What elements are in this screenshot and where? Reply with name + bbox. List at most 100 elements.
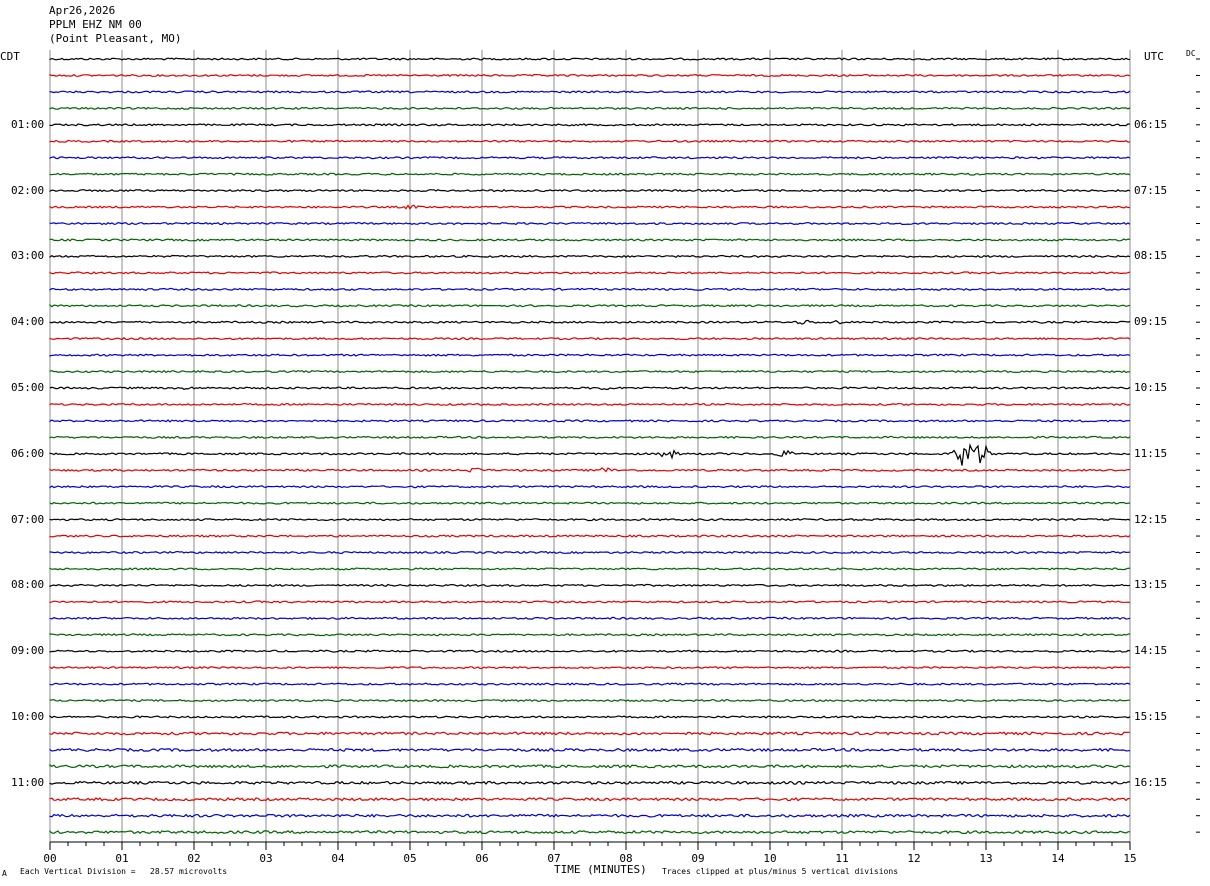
scale-note: Each Vertical Division = 28.57 microvolt… bbox=[20, 867, 228, 876]
x-tick-label: 00 bbox=[43, 852, 56, 865]
left-hour-label: 10:00 bbox=[11, 710, 45, 723]
plot-date: Apr26,2026 bbox=[49, 4, 116, 17]
left-hour-label: 03:00 bbox=[11, 249, 45, 263]
trace-row-23 bbox=[49, 435, 1131, 439]
left-hour-label: 02:00 bbox=[11, 183, 45, 197]
time-axis: 00 01 02 03 04 05 06 07 08 09 10 11 12 13 14 15 bbox=[43, 841, 1137, 865]
right-hour-label: 08:15 bbox=[1134, 249, 1168, 263]
trace-row-16 bbox=[49, 319, 1131, 325]
trace-row-20 bbox=[49, 386, 1131, 391]
trace-row-21 bbox=[49, 402, 1131, 407]
x-tick-label: 09 bbox=[691, 852, 704, 865]
trace-row-39 bbox=[49, 698, 1130, 703]
minute-gridlines bbox=[49, 50, 1131, 842]
trace-row-37 bbox=[49, 666, 1131, 670]
left-hour-label: 11:00 bbox=[11, 775, 45, 789]
station-code: PPLM EHZ NM 00 bbox=[49, 18, 142, 31]
right-hour-label: 07:15 bbox=[1134, 183, 1168, 197]
x-tick-label: 04 bbox=[331, 852, 345, 865]
station-location: (Point Pleasant, MO) bbox=[49, 32, 182, 45]
trace-row-14 bbox=[49, 287, 1131, 291]
x-tick-label: 15 bbox=[1123, 852, 1136, 865]
x-tick-label: 08 bbox=[619, 852, 632, 865]
right-hour-label: 12:15 bbox=[1134, 512, 1168, 526]
left-hour-label: 06:00 bbox=[11, 446, 45, 460]
trace-row-33 bbox=[49, 600, 1131, 604]
corner-mark: A bbox=[2, 869, 7, 878]
trace-row-30 bbox=[49, 550, 1131, 555]
trace-row-6 bbox=[49, 156, 1131, 160]
right-hour-label: 11:15 bbox=[1134, 446, 1168, 460]
trace-row-2 bbox=[49, 90, 1131, 94]
trace-row-27 bbox=[49, 501, 1130, 505]
x-tick-label: 10 bbox=[763, 852, 776, 865]
left-hour-label: 01:00 bbox=[11, 117, 45, 131]
trace-row-9 bbox=[49, 204, 1130, 210]
trace-row-22 bbox=[49, 419, 1131, 423]
trace-row-12 bbox=[49, 254, 1131, 259]
trace-row-28 bbox=[49, 517, 1131, 522]
x-tick-label: 14 bbox=[1051, 852, 1065, 865]
trace-row-18 bbox=[49, 353, 1131, 357]
trace-row-40 bbox=[49, 715, 1131, 719]
trace-row-43 bbox=[49, 764, 1131, 769]
x-tick-label: 13 bbox=[979, 852, 992, 865]
x-tick-label: 02 bbox=[187, 852, 200, 865]
left-hour-label: 04:00 bbox=[11, 315, 45, 329]
trace-row-4 bbox=[49, 123, 1131, 127]
trace-row-17 bbox=[49, 337, 1131, 341]
left-hour-label: 05:00 bbox=[11, 381, 45, 394]
trace-row-34 bbox=[49, 616, 1131, 620]
clip-note: Traces clipped at plus/minus 5 vertical … bbox=[662, 867, 899, 876]
x-tick-label: 06 bbox=[475, 852, 488, 865]
trace-row-44 bbox=[49, 780, 1130, 786]
trace-row-47 bbox=[49, 830, 1131, 835]
trace-row-46 bbox=[49, 813, 1131, 818]
x-tick-label: 12 bbox=[907, 852, 920, 865]
trace-row-42 bbox=[49, 747, 1131, 753]
trace-row-8 bbox=[49, 188, 1131, 193]
trace-row-13 bbox=[49, 271, 1131, 275]
trace-row-26 bbox=[49, 485, 1131, 489]
trace-row-24 bbox=[49, 443, 1131, 466]
trace-row-25 bbox=[49, 467, 1131, 473]
right-hour-label: 16:15 bbox=[1134, 775, 1168, 789]
trace-row-31 bbox=[49, 567, 1131, 571]
trace-row-41 bbox=[49, 731, 1130, 736]
trace-row-35 bbox=[49, 633, 1131, 637]
left-hour-label: 07:00 bbox=[11, 512, 45, 526]
trace-row-45 bbox=[49, 797, 1131, 802]
right-hour-label: 09:15 bbox=[1134, 315, 1168, 329]
right-hour-label: 06:15 bbox=[1134, 117, 1168, 131]
trace-row-36 bbox=[49, 649, 1131, 653]
left-hour-label: 09:00 bbox=[11, 644, 45, 658]
x-tick-label: 07 bbox=[547, 852, 560, 865]
x-tick-label: 05 bbox=[403, 852, 416, 865]
left-hour-label: 08:00 bbox=[11, 578, 45, 592]
trace-row-0 bbox=[49, 57, 1131, 61]
trace-row-19 bbox=[49, 369, 1131, 374]
x-tick-label: 03 bbox=[259, 852, 272, 865]
trace-row-29 bbox=[49, 534, 1131, 538]
trace-row-3 bbox=[49, 106, 1131, 110]
x-tick-label: 01 bbox=[115, 852, 128, 865]
trace-row-10 bbox=[49, 221, 1131, 226]
trace-row-1 bbox=[49, 73, 1131, 78]
right-hour-label: 15:15 bbox=[1134, 710, 1168, 723]
dc-label: DC bbox=[1186, 49, 1196, 58]
right-hour-label: 10:15 bbox=[1134, 381, 1168, 394]
right-timezone-label: UTC bbox=[1144, 50, 1164, 63]
x-axis-label: TIME (MINUTES) bbox=[554, 863, 647, 876]
x-tick-label: 11 bbox=[835, 852, 848, 865]
trace-row-38 bbox=[49, 682, 1131, 686]
trace-row-7 bbox=[49, 172, 1131, 176]
right-hour-label: 14:15 bbox=[1134, 644, 1168, 658]
trace-row-15 bbox=[49, 304, 1131, 308]
left-timezone-label: CDT bbox=[0, 50, 20, 63]
seismic-traces bbox=[49, 57, 1200, 835]
trace-row-11 bbox=[49, 238, 1131, 242]
right-hour-label: 13:15 bbox=[1134, 578, 1168, 592]
trace-row-5 bbox=[49, 139, 1130, 143]
trace-row-32 bbox=[49, 583, 1131, 588]
